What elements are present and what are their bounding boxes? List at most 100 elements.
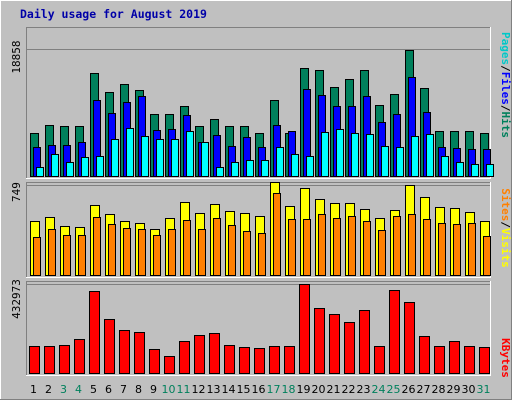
sites-bar <box>453 224 461 276</box>
x-tick-label: 15 <box>237 383 251 396</box>
kbytes-bar <box>344 322 355 374</box>
pages-bar <box>216 167 224 177</box>
x-tick-label: 11 <box>177 383 191 396</box>
pages-bar <box>366 134 374 177</box>
x-tick-label: 20 <box>312 383 326 396</box>
x-tick-label: 12 <box>192 383 206 396</box>
pages-bar <box>246 160 254 177</box>
kbytes-max-label: 432973 <box>10 279 23 319</box>
kbytes-bar <box>419 336 430 374</box>
x-tick-label: 23 <box>357 383 371 396</box>
x-tick-label: 26 <box>402 383 416 396</box>
sites-bar <box>423 219 431 276</box>
legend-part: KBytes <box>499 338 512 378</box>
sites-bar <box>228 225 236 276</box>
chart-title: Daily usage for August 2019 <box>20 7 207 21</box>
pages-bar <box>186 131 194 177</box>
pages-bar <box>96 156 104 177</box>
pages-bar <box>276 147 284 177</box>
legend-part: Pages <box>499 32 512 65</box>
pages-bar <box>36 167 44 177</box>
x-tick-label: 29 <box>447 383 461 396</box>
x-tick-label: 19 <box>297 383 311 396</box>
pages-bar <box>171 139 179 177</box>
sites-bar <box>168 229 176 276</box>
sites-bar <box>243 231 251 276</box>
legend-part: Visits <box>499 228 512 268</box>
kbytes-bar <box>404 302 415 374</box>
sites-visits-legend: Sites/Visits <box>499 188 512 268</box>
sites-bar <box>123 228 131 276</box>
legend-part: / <box>499 105 512 112</box>
x-tick-label: 24 <box>372 383 386 396</box>
kbytes-bar <box>359 310 370 374</box>
sites-bar <box>273 193 281 276</box>
pages-bar <box>51 154 59 177</box>
kbytes-bar <box>479 347 490 374</box>
hits-max-label: 18858 <box>10 40 23 73</box>
kbytes-bar <box>59 345 70 374</box>
sites-bar <box>408 214 416 276</box>
pages-bar <box>306 156 314 177</box>
visits-max-label: 749 <box>10 182 23 202</box>
kbytes-bar <box>254 348 265 374</box>
kbytes-bar <box>239 347 250 374</box>
pages-bar <box>441 156 449 177</box>
kbytes-bar <box>74 339 85 374</box>
kbytes-bar <box>179 341 190 374</box>
kbytes-bar <box>269 346 280 374</box>
legend-part: Hits <box>499 112 512 139</box>
kbytes-bar <box>329 314 340 374</box>
kbytes-bar <box>104 319 115 374</box>
x-tick-label: 6 <box>105 383 112 396</box>
x-tick-label: 8 <box>135 383 142 396</box>
kbytes-bar <box>299 284 310 374</box>
sites-bar <box>48 229 56 276</box>
sites-bar <box>333 218 341 276</box>
sites-bar <box>63 235 71 276</box>
pages-bar <box>156 139 164 177</box>
x-tick-label: 16 <box>252 383 266 396</box>
panel-visits-sites <box>26 182 491 278</box>
x-tick-label: 21 <box>327 383 341 396</box>
sites-bar <box>198 229 206 276</box>
sites-bar <box>138 229 146 276</box>
x-tick-label: 2 <box>45 383 52 396</box>
kbytes-bar <box>209 333 220 374</box>
kbytes-bar <box>89 291 100 374</box>
legend-part: Files <box>499 72 512 105</box>
pages-bar <box>141 136 149 177</box>
pages-bar <box>381 146 389 177</box>
x-tick-label: 31 <box>477 383 491 396</box>
x-tick-label: 27 <box>417 383 431 396</box>
x-tick-label: 17 <box>267 383 281 396</box>
kbytes-bar <box>284 346 295 374</box>
kbytes-bar <box>134 332 145 374</box>
sites-bar <box>363 221 371 276</box>
pages-bar <box>351 133 359 177</box>
pages-bar <box>291 154 299 177</box>
sites-bar <box>288 219 296 276</box>
x-tick-label: 7 <box>120 383 127 396</box>
kbytes-bar <box>194 335 205 374</box>
hits-files-pages-legend: Pages/Files/Hits <box>499 32 512 138</box>
kbytes-bar <box>119 330 130 374</box>
pages-bar <box>456 162 464 177</box>
pages-bar <box>231 162 239 177</box>
kbytes-bar <box>434 346 445 374</box>
sites-bar <box>258 233 266 276</box>
pages-bar <box>336 129 344 177</box>
legend-part: / <box>499 65 512 72</box>
pages-bar <box>111 139 119 177</box>
pages-bar <box>411 136 419 177</box>
pages-bar <box>66 162 74 177</box>
x-tick-label: 18 <box>282 383 296 396</box>
sites-bar <box>153 235 161 276</box>
sites-bar <box>318 214 326 276</box>
pages-bar <box>471 164 479 177</box>
sites-bar <box>183 220 191 276</box>
sites-bar <box>348 216 356 276</box>
x-tick-label: 1 <box>30 383 37 396</box>
sites-bar <box>33 237 41 276</box>
x-tick-label: 14 <box>222 383 236 396</box>
